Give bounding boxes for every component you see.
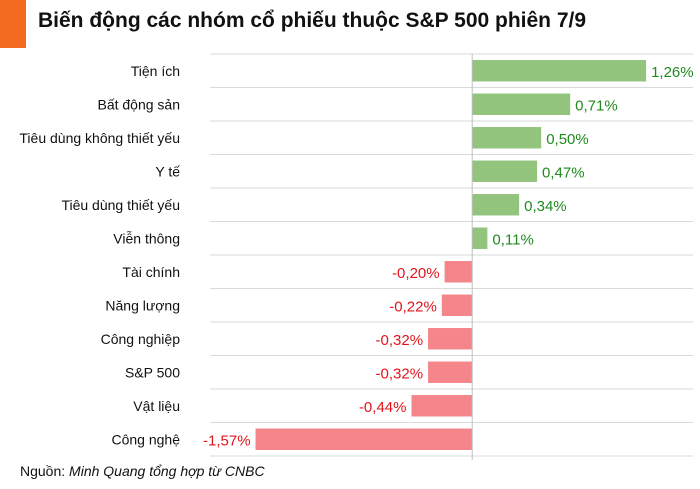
bar [472, 160, 538, 182]
category-label: Viễn thông [113, 230, 180, 246]
data-label: -0,22% [389, 298, 437, 315]
bar [411, 395, 473, 417]
category-label: Tài chính [122, 264, 180, 280]
bar [472, 194, 520, 216]
data-label: 0,34% [524, 198, 567, 215]
category-label: Tiêu dùng thiết yếu [61, 197, 180, 213]
title-accent-bar [0, 0, 26, 48]
category-label: Tiện ích [131, 63, 180, 79]
bar [428, 361, 473, 383]
bar [444, 261, 473, 283]
data-label: -0,20% [392, 265, 440, 282]
data-label: 0,11% [492, 231, 533, 248]
bar [472, 127, 542, 149]
source-prefix: Nguồn: [20, 463, 70, 479]
data-label: 0,47% [542, 164, 585, 181]
bar [428, 328, 473, 350]
category-label: Vật liệu [133, 398, 180, 414]
bar [472, 227, 488, 249]
category-label: Y tế [155, 163, 180, 179]
source-text: Minh Quang tổng hợp từ CNBC [69, 463, 265, 479]
data-label: -0,32% [376, 365, 424, 382]
data-label: 0,71% [575, 97, 618, 114]
data-label: 0,50% [546, 131, 589, 148]
chart-title: Biến động các nhóm cổ phiếu thuộc S&P 50… [38, 9, 587, 32]
category-label: S&P 500 [125, 364, 180, 380]
data-label: 1,26% [651, 64, 694, 81]
category-label: Tiêu dùng không thiết yếu [19, 130, 180, 146]
bar [472, 60, 647, 82]
category-label: Bất động sản [97, 96, 180, 112]
data-label: -0,32% [376, 332, 424, 349]
category-label: Công nghệ [111, 431, 180, 447]
category-label: Năng lượng [105, 297, 180, 313]
bar [255, 428, 473, 450]
data-label: -0,44% [359, 399, 407, 416]
bar [472, 93, 571, 115]
source-note: Nguồn: Minh Quang tổng hợp từ CNBC [20, 463, 265, 479]
bar [441, 294, 473, 316]
bar-chart: Tiện ích 1,26% Bất động sản 0,71% Tiêu dùng … [19, 53, 694, 460]
data-label: -1,57% [203, 432, 251, 449]
category-label: Công nghiệp [101, 331, 181, 347]
